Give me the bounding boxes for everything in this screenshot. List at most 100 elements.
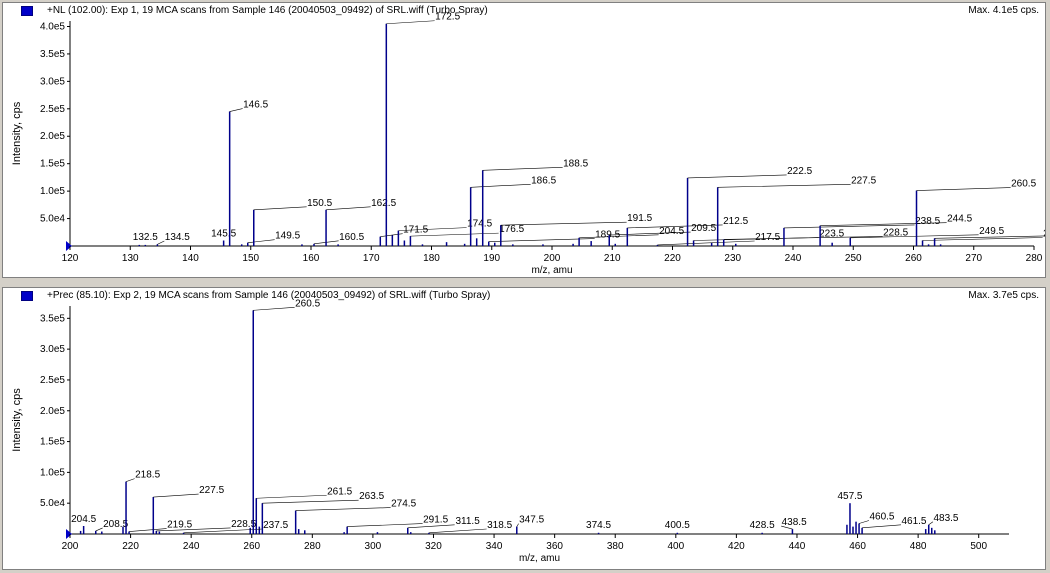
y-tick-label: 2.5e5: [40, 104, 65, 115]
x-tick-label: 220: [664, 253, 681, 264]
peak-label-leader: [410, 232, 499, 237]
peak-label: 260.5: [295, 298, 320, 309]
x-tick-label: 240: [785, 253, 802, 264]
peak-label: 219.5: [167, 520, 192, 531]
peak-label: 291.5: [423, 515, 448, 526]
peak-label: 176.5: [499, 224, 524, 235]
baseline-marker-icon: [66, 241, 72, 251]
peak-label: 318.5: [487, 520, 512, 531]
series-color-icon[interactable]: [21, 6, 33, 16]
peak-label-leader: [229, 108, 243, 112]
y-tick-label: 4.0e5: [40, 21, 65, 32]
panel-title: +Prec (85.10): Exp 2, 19 MCA scans from …: [47, 290, 491, 301]
peak-label-leader: [326, 206, 371, 211]
x-tick-label: 300: [365, 541, 382, 552]
peak-label-leader: [95, 527, 103, 532]
peak-label-leader: [386, 20, 435, 25]
y-tick-label: 1.5e5: [40, 437, 65, 448]
peak-label: 228.5: [231, 519, 256, 530]
x-tick-label: 230: [724, 253, 741, 264]
x-tick-label: 480: [910, 541, 927, 552]
peak-label: 218.5: [135, 470, 160, 481]
x-tick-label: 240: [183, 541, 200, 552]
y-axis-label: Intensity, cps: [11, 388, 23, 452]
peak-label-leader: [627, 224, 723, 229]
peak-label: 347.5: [519, 515, 544, 526]
peak-label-leader: [657, 240, 755, 246]
peak-label: 461.5: [901, 516, 926, 527]
peak-label-leader: [500, 221, 627, 226]
peak-label-leader: [295, 507, 391, 511]
peak-label: 145.5: [211, 229, 236, 240]
peak-label: 212.5: [723, 216, 748, 227]
peak-label: 428.5: [750, 520, 775, 531]
peak-label: 189.5: [595, 230, 620, 241]
peak-label-leader: [407, 524, 455, 529]
peak-label: 261.5: [327, 486, 352, 497]
peak-label-leader: [125, 478, 135, 482]
peak-label: 186.5: [531, 175, 556, 186]
x-tick-label: 160: [303, 253, 320, 264]
peak-label: 227.5: [199, 485, 224, 496]
peak-label-leader: [579, 234, 659, 239]
peak-label-leader: [129, 528, 167, 532]
peak-label-leader: [687, 174, 787, 179]
x-tick-label: 260: [243, 541, 260, 552]
spectrum-chart-bottom[interactable]: 200 220 240 260 280 300 320 340 360 380 400 420 440 4…: [3, 288, 1045, 569]
x-tick-label: 280: [1026, 253, 1043, 264]
peak-label-leader: [858, 520, 870, 524]
spectrum-panel-top: +NL (102.00): Exp 1, 19 MCA scans from S…: [2, 2, 1046, 278]
peak-label-leader: [380, 233, 403, 237]
x-tick-label: 340: [486, 541, 503, 552]
peak-label: 223.5: [819, 229, 844, 240]
peak-label: 188.5: [563, 158, 588, 169]
panel-title: +NL (102.00): Exp 1, 19 MCA scans from S…: [47, 5, 488, 16]
x-axis-label: m/z, amu: [519, 553, 560, 564]
peak-label-leader: [157, 240, 165, 245]
y-tick-label: 3.0e5: [40, 344, 65, 355]
peak-label: 162.5: [371, 198, 396, 209]
peak-label: 460.5: [869, 512, 894, 523]
y-tick-label: 3.0e5: [40, 76, 65, 87]
peak-label-leader: [820, 222, 947, 226]
x-tick-label: 440: [789, 541, 806, 552]
peak-label-leader: [398, 227, 467, 231]
peak-label: 438.5: [782, 517, 807, 528]
peak-label-leader: [156, 527, 231, 532]
x-tick-label: 150: [242, 253, 259, 264]
series-color-icon[interactable]: [21, 291, 33, 301]
peak-label-leader: [922, 237, 1043, 241]
x-tick-label: 320: [425, 541, 442, 552]
y-tick-label: 1.0e5: [40, 467, 65, 478]
x-tick-label: 120: [62, 253, 79, 264]
peak-label: 160.5: [339, 232, 364, 243]
spectrum-chart-top[interactable]: 120 130 140 150 160 170 180 190 200 210 220 230 240 2…: [3, 3, 1045, 277]
peak-label-leader: [482, 166, 563, 171]
peak-label-leader: [253, 307, 295, 311]
peak-label-leader: [723, 236, 883, 240]
peak-label: 132.5: [133, 232, 158, 243]
x-tick-label: 400: [667, 541, 684, 552]
peak-label-leader: [850, 234, 979, 239]
y-tick-label: 3.5e5: [40, 313, 65, 324]
peak-label: 274.5: [391, 499, 416, 510]
peak-label: 222.5: [787, 166, 812, 177]
x-tick-label: 280: [304, 541, 321, 552]
peak-label-leader: [470, 183, 531, 188]
y-axis-label: Intensity, cps: [11, 101, 23, 165]
peak-label-leader: [609, 231, 691, 236]
x-tick-label: 170: [363, 253, 380, 264]
peak-label-leader: [428, 528, 487, 534]
peak-label: 260.5: [1011, 179, 1036, 190]
x-tick-label: 260: [905, 253, 922, 264]
peak-label: 400.5: [665, 520, 690, 531]
x-tick-label: 270: [965, 253, 982, 264]
peak-label-leader: [916, 187, 1011, 191]
y-tick-label: 2.0e5: [40, 131, 65, 142]
peak-label: 249.5: [979, 226, 1004, 237]
y-tick-label: 3.5e5: [40, 49, 65, 60]
peak-label: 311.5: [455, 516, 480, 527]
peak-label-leader: [928, 521, 934, 526]
x-tick-label: 360: [546, 541, 563, 552]
y-tick-label: 2.5e5: [40, 375, 65, 386]
